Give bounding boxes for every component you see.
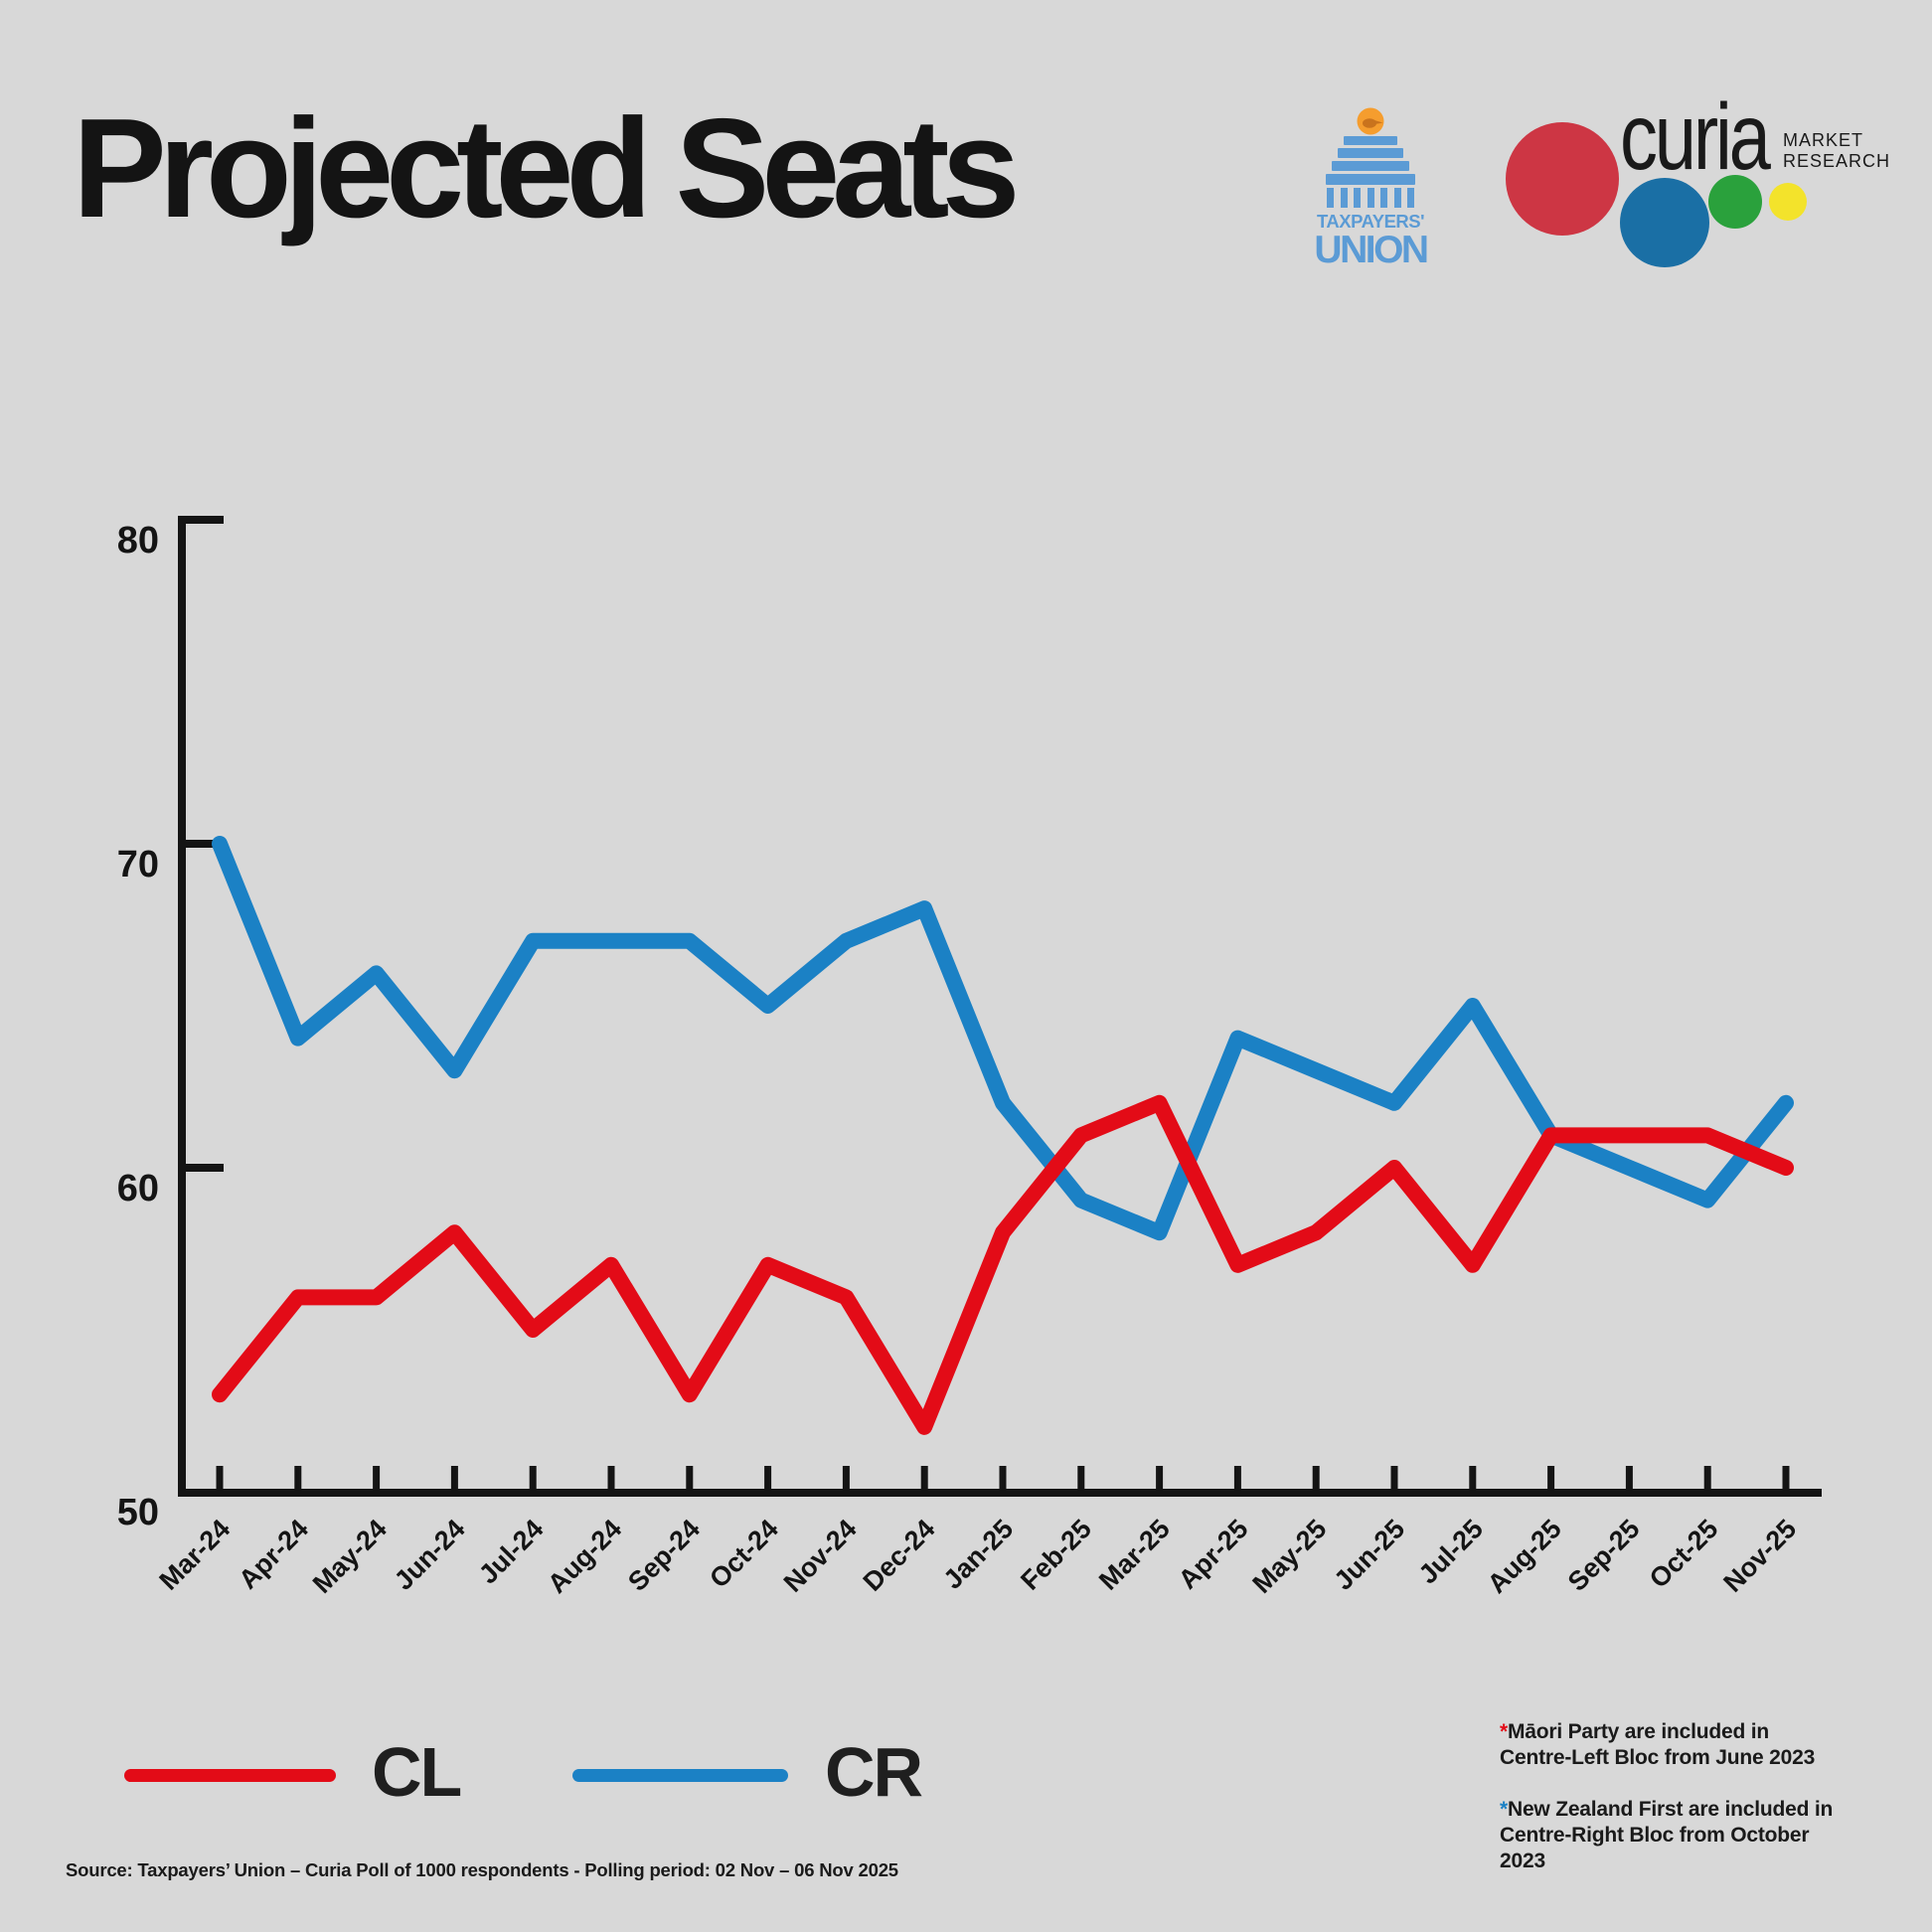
x-tick-label: Aug-24 [542,1514,627,1599]
y-tick-label: 70 [117,844,159,886]
tpu-wordmark-line1: TAXPAYERS' [1316,211,1425,232]
footnote-1-line-1: Māori Party are included in [1507,1720,1769,1743]
tpu-columns [1327,188,1414,208]
footnote-maori-party: *Māori Party are included in Centre-Left… [1500,1719,1857,1771]
x-tick-label: Mar-24 [153,1514,236,1596]
curia-blue-circle-icon [1620,178,1709,267]
footnote-nz-first: *New Zealand First are included in Centr… [1500,1797,1857,1874]
x-tick-label: Sep-24 [622,1514,706,1597]
footnote-1-line-2: Centre-Left Bloc from June 2023 [1500,1746,1816,1769]
tpu-dome-kiwi-icon [1357,107,1384,135]
x-tick-label: Jan-25 [938,1514,1020,1595]
page-title: Projected Seats [73,89,1020,247]
footnote-blue-asterisk: * [1500,1798,1508,1821]
x-tick-label: Dec-24 [858,1514,941,1597]
curia-tagline: MARKET RESEARCH [1783,130,1890,172]
tpu-wordmark-line2: UNION [1314,229,1429,271]
curia-yellow-circle-icon [1769,183,1807,221]
x-tick-label: Apr-24 [233,1514,314,1595]
cr-line [212,836,1794,1241]
legend-label-cr: CR [825,1733,923,1811]
x-tick-label: Feb-25 [1015,1514,1097,1596]
x-tick-label: Aug-25 [1482,1514,1567,1599]
footnote-2-line-2: Centre-Right Bloc from October 2023 [1500,1824,1810,1872]
x-tick-label: Nov-25 [1717,1514,1802,1598]
footnotes: *Māori Party are included in Centre-Left… [1500,1719,1857,1900]
legend-label-cl: CL [372,1733,462,1811]
x-tick-label: Mar-25 [1093,1514,1176,1596]
x-tick-label: May-24 [307,1514,393,1599]
x-tick-label: Jun-24 [389,1514,471,1596]
y-tick-label: 60 [117,1168,159,1209]
curia-wordmark: curia [1620,84,1771,190]
curia-green-circle-icon [1708,175,1762,229]
footnote-red-asterisk: * [1500,1720,1508,1743]
tpu-roof-bar-3 [1332,161,1409,171]
x-tick-label: Jul-24 [473,1514,549,1589]
x-tick-label: Oct-24 [704,1514,784,1594]
cl-line [212,1094,1794,1435]
tpu-roof-bar-4 [1326,174,1415,185]
curia-tagline-line2: RESEARCH [1783,151,1891,171]
x-tick-label: Jul-25 [1413,1514,1489,1589]
source-text: Source: Taxpayers’ Union – Curia Poll of… [66,1859,898,1880]
tpu-roof-bar-2 [1338,148,1403,158]
x-tick-label: Oct-25 [1644,1514,1724,1594]
curia-tagline-line1: MARKET [1783,130,1864,150]
x-tick-label: Apr-25 [1173,1514,1254,1595]
curia-logo: curia MARKET RESEARCH [1505,87,1902,286]
y-tick-label: 50 [117,1492,159,1533]
x-tick-label: Jun-25 [1328,1514,1410,1596]
legend-line-cl [124,1769,336,1782]
x-tick-label: May-25 [1246,1514,1332,1599]
curia-red-circle-icon [1506,122,1619,236]
y-tick-label: 80 [117,520,159,562]
footnote-2-line-1: New Zealand First are included in [1507,1798,1834,1821]
x-tick-label: Sep-25 [1562,1514,1646,1597]
tpu-roof-bar-1 [1344,136,1397,145]
legend-line-cr [572,1769,788,1782]
taxpayers-union-logo: TAXPAYERS' UNION [1314,107,1429,269]
x-tick-label: Nov-24 [778,1514,863,1598]
